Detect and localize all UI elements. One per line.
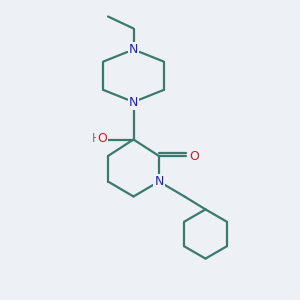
Text: O: O	[190, 149, 199, 163]
Text: N: N	[129, 95, 138, 109]
Text: N: N	[129, 43, 138, 56]
Text: H: H	[92, 131, 100, 145]
Text: N: N	[154, 175, 164, 188]
Text: O: O	[97, 131, 107, 145]
